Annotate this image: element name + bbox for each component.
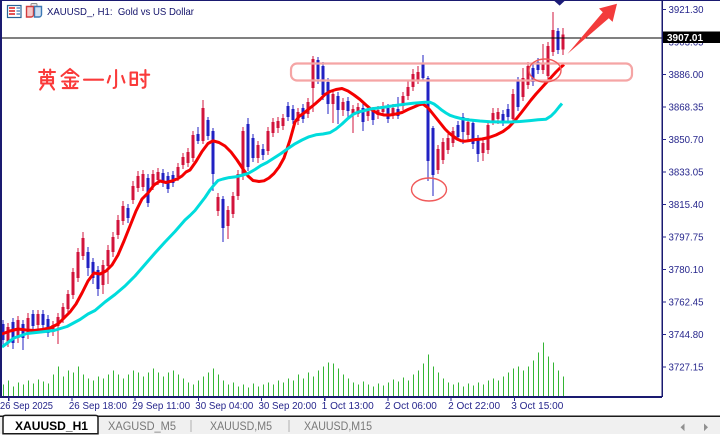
svg-text:XAUUSD_H1: XAUUSD_H1 [15,421,89,433]
svg-text:3762.45: 3762.45 [669,297,704,309]
svg-text:3 Oct 15:00: 3 Oct 15:00 [511,401,563,412]
svg-text:XAUUSD,M5: XAUUSD,M5 [210,421,272,433]
svg-text:XAUUSD,M15: XAUUSD,M15 [304,421,372,433]
svg-text:3815.40: 3815.40 [669,199,704,211]
svg-text:3727.15: 3727.15 [669,362,704,374]
svg-text:3907.01: 3907.01 [667,32,703,44]
svg-text:3797.75: 3797.75 [669,232,704,244]
svg-text:26 Sep 2025: 26 Sep 2025 [0,401,53,412]
svg-text:2 Oct 06:00: 2 Oct 06:00 [385,401,437,412]
svg-text:3868.35: 3868.35 [669,102,704,114]
svg-text:3850.70: 3850.70 [669,134,704,146]
svg-text:XAUUSD_, H1: Gold vs US Dolla: XAUUSD_, H1: Gold vs US Dollar [47,6,194,18]
svg-text:XAGUSD_M5: XAGUSD_M5 [108,421,176,433]
svg-text:26 Sep 18:00: 26 Sep 18:00 [69,401,127,412]
svg-text:3744.80: 3744.80 [669,329,704,341]
svg-text:3833.05: 3833.05 [669,167,704,179]
svg-text:29 Sep 11:00: 29 Sep 11:00 [132,401,190,412]
svg-text:2 Oct 22:00: 2 Oct 22:00 [448,401,500,412]
svg-text:30 Sep 20:00: 30 Sep 20:00 [259,401,317,412]
svg-text:30 Sep 04:00: 30 Sep 04:00 [195,401,253,412]
svg-text:1 Oct 13:00: 1 Oct 13:00 [322,401,374,412]
svg-text:3921.30: 3921.30 [669,4,704,16]
svg-text:3886.00: 3886.00 [669,69,704,81]
svg-text:3780.10: 3780.10 [669,264,704,276]
